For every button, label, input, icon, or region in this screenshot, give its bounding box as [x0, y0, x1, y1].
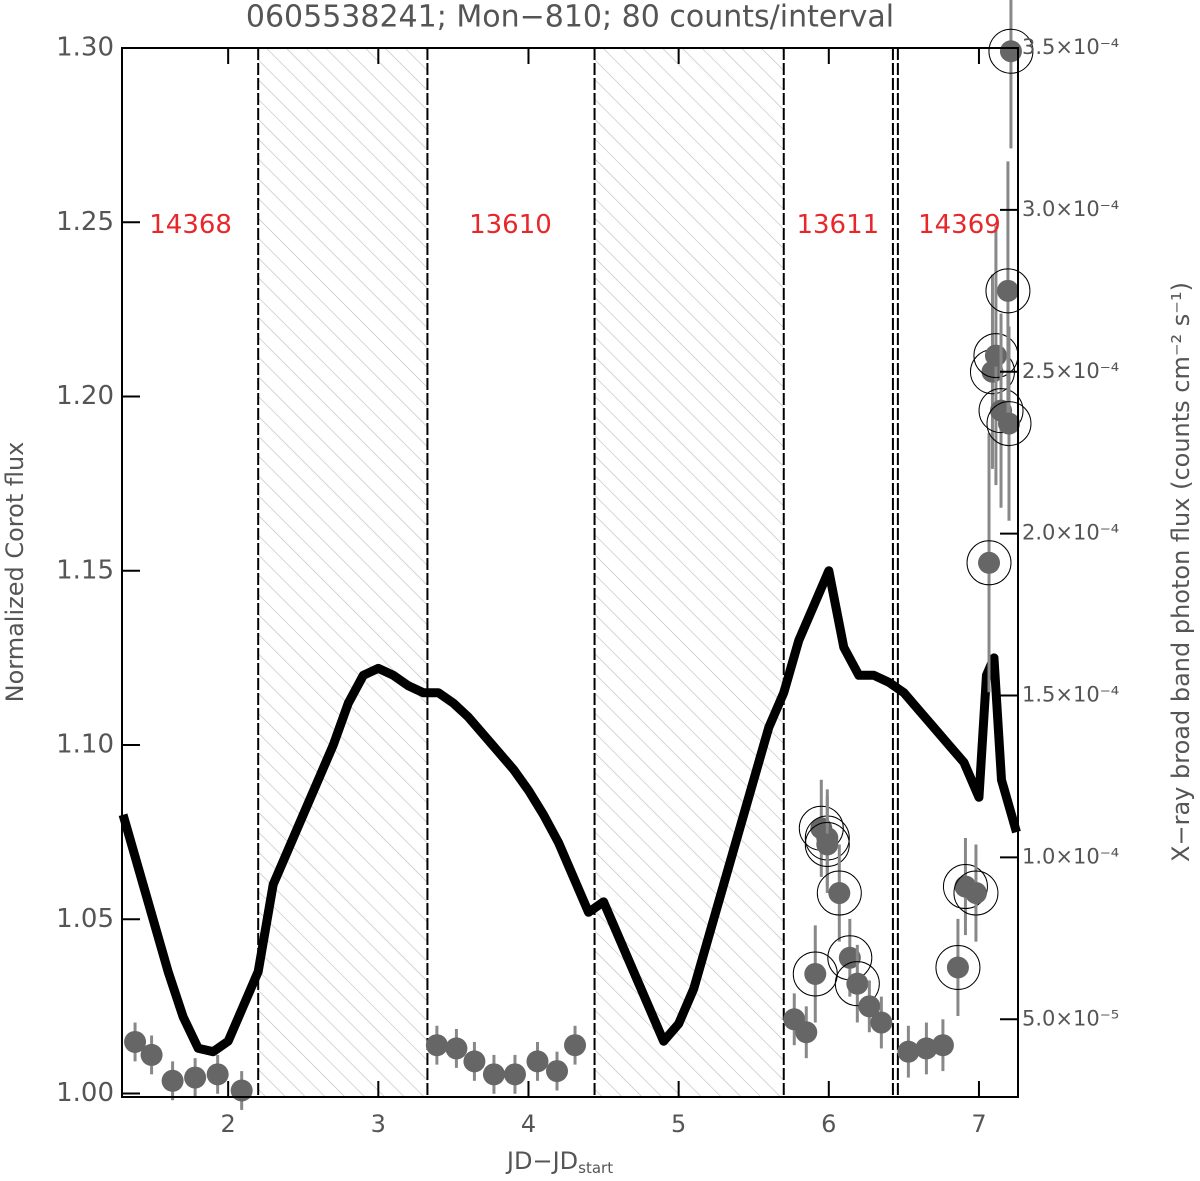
xray-point	[816, 833, 839, 856]
plot-frame	[121, 47, 1019, 1098]
region-label: 13610	[469, 210, 552, 240]
xray-point	[996, 279, 1019, 302]
y-tick-label: 1.00	[56, 1078, 114, 1108]
x-tick-label: 3	[371, 1110, 386, 1138]
xray-point	[206, 1063, 229, 1086]
xray-point	[564, 1034, 587, 1057]
x-axis-label: JD−JDstart	[505, 1147, 613, 1177]
xray-point	[946, 956, 969, 979]
xray-ring	[816, 870, 862, 916]
xray-point	[425, 1034, 448, 1057]
y-tick-label: 1.05	[56, 904, 114, 934]
xray-ring	[834, 961, 880, 1007]
corot-curve	[118, 566, 1021, 1057]
xray-ring	[978, 388, 1024, 434]
xray-ring	[935, 944, 981, 990]
y2-axis-label: X−ray broad band photon flux (counts cm⁻…	[1167, 282, 1195, 862]
y2-tick-label: 3.5×10⁻⁴	[1022, 35, 1119, 59]
x-axis-label-main: JD−JD	[505, 1147, 578, 1175]
y2-tick-label: 3.0×10⁻⁴	[1022, 197, 1119, 221]
y2-tick-label: 2.5×10⁻⁴	[1022, 359, 1119, 383]
y-tick-label: 1.30	[56, 33, 114, 63]
y-axis-label: Normalized Corot flux	[1, 442, 29, 703]
xray-point	[230, 1079, 253, 1102]
xray-ring	[986, 401, 1032, 447]
y2-tick-label: 1.5×10⁻⁴	[1022, 683, 1119, 707]
xray-point	[897, 1040, 920, 1063]
xray-point	[984, 344, 1007, 367]
xray-point	[482, 1063, 505, 1086]
region-label: 14368	[149, 210, 232, 240]
xray-point	[828, 882, 851, 905]
xray-point	[858, 995, 881, 1018]
xray-point	[964, 882, 987, 905]
xray-point	[503, 1063, 526, 1086]
xray-point	[184, 1066, 207, 1089]
xray-point	[846, 972, 869, 995]
y-tick-label: 1.25	[56, 207, 114, 237]
xray-ring	[804, 821, 850, 867]
x-tick-label: 5	[671, 1110, 686, 1138]
xray-ring	[966, 540, 1012, 586]
xray-point	[161, 1069, 184, 1092]
xray-point	[978, 551, 1001, 574]
x-axis-label-sub: start	[578, 1159, 613, 1177]
xray-ring	[985, 268, 1031, 314]
x-tick-label: 4	[521, 1110, 536, 1138]
x-tick-label: 7	[971, 1110, 986, 1138]
region-label: 14369	[918, 210, 1001, 240]
x-tick-label: 2	[221, 1110, 236, 1138]
xray-point	[999, 40, 1022, 63]
xray-point	[870, 1011, 893, 1034]
y-tick-label: 1.20	[56, 381, 114, 411]
xray-ring	[942, 864, 988, 910]
xray-point	[795, 1021, 818, 1044]
shaded-region	[594, 48, 784, 1097]
x-tick-label: 6	[821, 1110, 836, 1138]
xray-point	[526, 1050, 549, 1073]
chart-title: 0605538241; Mon−810; 80 counts/interval	[246, 0, 894, 35]
shaded-region	[258, 48, 428, 1097]
y2-tick-label: 5.0×10⁻⁵	[1022, 1006, 1119, 1030]
xray-point	[915, 1037, 938, 1060]
xray-ring	[953, 870, 999, 916]
y-tick-label: 1.10	[56, 730, 114, 760]
xray-point	[997, 412, 1020, 435]
region-label: 13611	[796, 210, 879, 240]
xray-point	[140, 1043, 163, 1066]
y2-tick-label: 1.0×10⁻⁴	[1022, 844, 1119, 868]
y-tick-label: 1.15	[56, 555, 114, 585]
xray-point	[931, 1034, 954, 1057]
xray-point	[838, 946, 861, 969]
xray-point	[804, 962, 827, 985]
y2-tick-label: 2.0×10⁻⁴	[1022, 521, 1119, 545]
xray-ring	[988, 28, 1034, 74]
xray-point	[124, 1030, 147, 1053]
xray-point	[445, 1037, 468, 1060]
xray-point	[546, 1060, 569, 1083]
xray-point	[463, 1050, 486, 1073]
